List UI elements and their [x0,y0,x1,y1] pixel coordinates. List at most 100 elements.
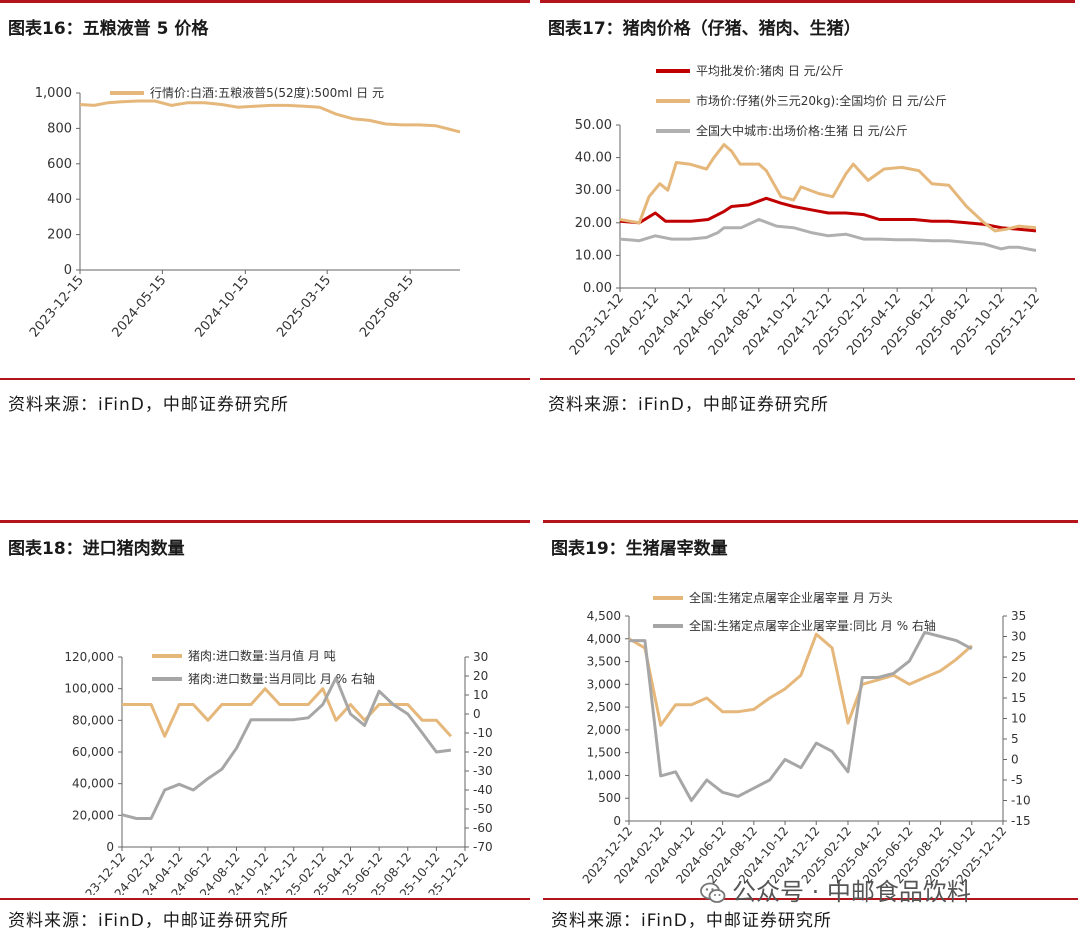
y-tick-label: 0 [64,263,72,278]
y-tick-label: 3,500 [587,655,621,669]
y2-tick-label: -5 [1011,773,1023,787]
chart-area: 0 500 1,000 1,500 2,000 2,500 3,000 3,500 4,000 4… [543,568,1078,895]
y2-tick-label: 35 [1011,609,1026,623]
source-rule [540,378,1075,380]
y-tick-label: 2,500 [587,700,621,714]
chart-panel-17: 图表17：猪肉价格（仔猪、猪肉、生猪） 0.00 10.00 20.00 30.00 4… [540,0,1075,440]
y2-tick-label: 0 [473,707,481,721]
y-tick-label: 60,000 [72,745,114,759]
y-tick-label: 20.00 [575,216,612,231]
chart-title: 图表17：猪肉价格（仔猪、猪肉、生猪） [548,19,861,39]
x-tick-label: 2023-12-15 [27,273,87,341]
y-tick-label: 30.00 [575,183,612,198]
y2-tick-label: -20 [473,745,493,759]
y-tick-label: 100,000 [64,682,114,696]
y2-tick-label: -10 [1011,794,1031,808]
y2-tick-label: 10 [1011,712,1026,726]
source-rule [543,898,1078,900]
chart-title: 图表18：进口猪肉数量 [8,539,185,559]
y-tick-label: 600 [47,157,72,172]
legend-label: 全国:生猪定点屠宰企业屠宰量:同比 月 % 右轴 [689,618,936,633]
y-tick-label: 500 [598,791,621,805]
series-line [121,676,452,820]
y-tick-label: 0 [106,840,114,854]
chart-area: 0 200 400 600 800 1,000 2023-12-15 2024-05-15 20… [0,48,530,373]
x-tick-label: 2024-05-15 [109,273,169,341]
y2-tick-label: -40 [473,783,493,797]
chart-svg: 0 500 1,000 1,500 2,000 2,500 3,000 3,500 4,000 4… [580,590,1031,886]
series-line [628,632,973,727]
legend-label: 全国:生猪定点屠宰企业屠宰量 月 万头 [689,590,893,605]
y-tick-label: 20,000 [72,808,114,822]
y2-tick-label: 5 [1011,732,1019,746]
y-tick-label: 4,500 [587,609,621,623]
y-tick-label: 50.00 [575,118,612,133]
y2-tick-label: -50 [473,802,493,816]
x-tick-label: 2025-03-15 [274,273,334,341]
y-tick-label: 1,500 [587,746,621,760]
panel-top-rule [543,520,1078,523]
watermark-text: 公众号 · 中邮食品饮料 [732,878,971,906]
panel-top-rule [0,0,530,3]
series-line [79,99,461,134]
y2-tick-label: 30 [1011,630,1026,644]
y-tick-label: 400 [47,192,72,207]
y-tick-label: 3,000 [587,677,621,691]
legend-label: 平均批发价:猪肉 日 元/公斤 [696,63,844,78]
chart-svg: 0 200 400 600 800 1,000 2023-12-15 2024-05-15 20… [27,85,461,341]
y2-tick-label: 20 [1011,671,1026,685]
series-line [122,687,453,738]
legend-label: 猪肉:进口数量:当月值 月 吨 [188,648,336,663]
y-tick-label: 80,000 [72,713,114,727]
chart-panel-16: 图表16：五粮液普 5 价格 0 200 400 600 800 1,000 2023-12… [0,0,530,440]
y2-tick-label: 20 [473,669,488,683]
y-tick-label: 1,000 [35,86,72,101]
y-tick-label: 1,000 [587,768,621,782]
y-tick-label: 40.00 [575,151,612,166]
series-line [619,218,1037,252]
y-tick-label: 2,000 [587,723,621,737]
y2-tick-label: 30 [473,650,488,664]
series-line [619,143,1037,233]
chart-title: 图表19：生猪屠宰数量 [551,539,728,559]
source-rule [0,378,530,380]
y2-tick-label: -15 [1011,814,1031,828]
source-note: 资料来源：iFinD，中邮证券研究所 [551,911,832,931]
y-tick-label: 800 [47,121,72,136]
y2-tick-label: -30 [473,764,493,778]
series-line [619,196,1037,233]
y2-tick-label: 25 [1011,650,1026,664]
chart-svg: 0 20,000 40,000 60,000 80,000 100,000 120,000 -… [64,648,493,895]
panel-top-rule [0,520,530,523]
source-note: 资料来源：iFinD，中邮证券研究所 [548,395,829,415]
chart-panel-19: 图表19：生猪屠宰数量 0 500 1,000 1,500 2,000 2,500 3,00… [543,520,1078,931]
source-note: 资料来源：iFinD，中邮证券研究所 [8,911,289,931]
y-tick-label: 10.00 [575,248,612,263]
y2-tick-label: -60 [473,821,493,835]
y2-tick-label: 15 [1011,691,1026,705]
watermark: 公众号 · 中邮食品饮料 [700,872,971,907]
source-rule [0,898,530,900]
chart-area: 0 20,000 40,000 60,000 80,000 100,000 120,000 -… [0,570,530,895]
y-tick-label: 0.00 [583,281,612,296]
series-line [629,630,973,802]
wechat-icon [700,882,726,904]
y-tick-label: 120,000 [64,650,114,664]
chart-title: 图表16：五粮液普 5 价格 [8,19,209,39]
legend-label: 市场价:仔猪(外三元20kg):全国均价 日 元/公斤 [696,93,947,108]
chart-svg: 0.0010.0020.0030.0040.0050.002023-12-122… [567,63,1043,358]
panel-top-rule [540,0,1075,3]
y-tick-label: 4,000 [587,632,621,646]
source-note: 资料来源：iFinD，中邮证券研究所 [8,395,289,415]
y-tick-label: 200 [47,228,72,243]
chart-panel-18: 图表18：进口猪肉数量 0 20,000 40,000 60,000 80,000 100… [0,520,530,931]
y2-tick-label: 10 [473,688,488,702]
y-tick-label: 0 [613,814,621,828]
y2-tick-label: -10 [473,726,493,740]
x-tick-label: 2025-08-15 [357,273,417,341]
y2-tick-label: -70 [473,840,493,854]
chart-area: 0.00 10.00 20.00 30.00 40.00 50.00 2023-12-12 2… [540,48,1075,373]
y2-tick-label: 0 [1011,753,1019,767]
legend-label: 全国大中城市:出场价格:生猪 日 元/公斤 [696,123,908,138]
legend-label: 行情价:白酒:五粮液普5(52度):500ml 日 元 [150,85,384,100]
